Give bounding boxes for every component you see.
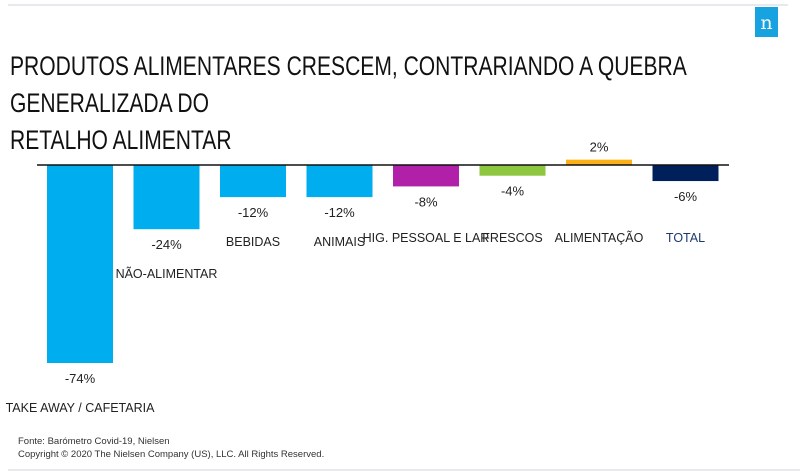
value-label-nao-alimentar: -24%	[151, 237, 182, 252]
value-label-frescos: -4%	[501, 184, 525, 199]
bar-nao-alimentar	[133, 165, 200, 230]
bar-bebidas	[220, 165, 286, 198]
source-note: Fonte: Barómetro Covid-19, Nielsen	[18, 436, 170, 447]
chart-title: PRODUTOS ALIMENTARES CRESCEM, CONTRARIAN…	[10, 48, 759, 159]
bar-hig-pessoal-e-lar	[393, 165, 459, 187]
category-label-bebidas: BEBIDAS	[226, 235, 280, 249]
category-label-hig-pessoal-e-lar: HIG. PESSOAL E LAR	[363, 231, 490, 245]
category-label-alimentacao: ALIMENTAÇÃO	[555, 231, 644, 245]
value-label-alimentacao: 2%	[590, 140, 609, 155]
value-label-animais: -12%	[324, 205, 355, 220]
bar-chart: -74% TAKE AWAY / CAFETARIA -24% NÃO-ALIMENT…	[6, 140, 729, 415]
copyright-note: Copyright © 2020 The Nielsen Company (US…	[18, 449, 325, 460]
value-label-hig-pessoal-e-lar: -8%	[414, 194, 438, 209]
title-line-2: RETALHO ALIMENTAR	[10, 125, 232, 155]
category-label-frescos: FRESCOS	[482, 231, 542, 245]
bar-take-away-cafetaria	[47, 165, 113, 363]
bars-group	[47, 159, 719, 363]
bar-animais	[306, 165, 373, 198]
footer: Fonte: Barómetro Covid-19, Nielsen Copyr…	[18, 435, 324, 461]
category-label-nao-alimentar: NÃO-ALIMENTAR	[116, 267, 218, 281]
bar-total	[652, 165, 719, 182]
value-label-bebidas: -12%	[238, 205, 269, 220]
value-label-total: -6%	[674, 189, 698, 204]
category-label-animais: ANIMAIS	[314, 235, 365, 249]
bar-alimentacao	[566, 159, 632, 165]
value-label-take-away-cafetaria: -74%	[65, 371, 96, 386]
bottom-divider	[8, 469, 800, 471]
labels-group: -74% TAKE AWAY / CAFETARIA -24% NÃO-ALIMENT…	[6, 140, 706, 415]
category-label-total: TOTAL	[666, 231, 705, 245]
top-divider	[8, 4, 788, 6]
title-line-1: PRODUTOS ALIMENTARES CRESCEM, CONTRARIAN…	[10, 51, 686, 118]
category-label-take-away-cafetaria: TAKE AWAY / CAFETARIA	[6, 401, 156, 415]
bar-frescos	[479, 165, 546, 176]
nielsen-logo-icon: n	[755, 7, 778, 37]
